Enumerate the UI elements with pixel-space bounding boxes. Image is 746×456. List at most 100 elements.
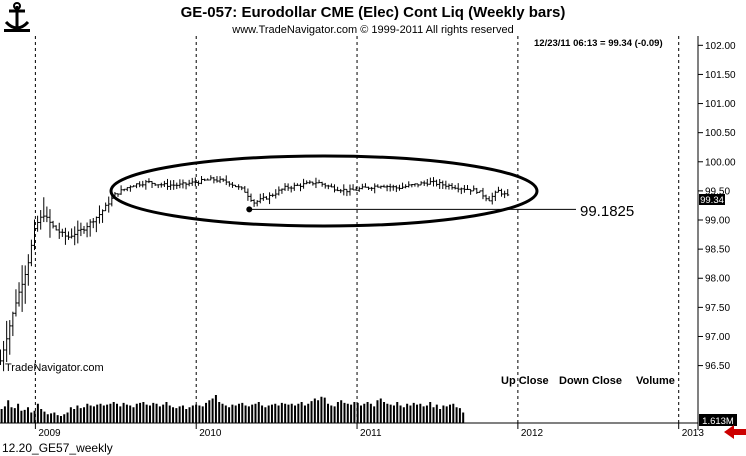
volume-bar <box>172 407 175 423</box>
volume-bar <box>26 407 29 423</box>
price-bar <box>2 340 6 372</box>
volume-bar <box>205 402 208 423</box>
price-bar <box>26 254 30 286</box>
volume-bar <box>320 396 323 423</box>
y-axis: 96.50 97.00 97.50 98.00 98.50 99.00 99.50 100.0… <box>698 41 736 372</box>
volume-bar <box>284 403 287 423</box>
price-bar <box>73 226 77 246</box>
price-bar <box>336 186 340 192</box>
volume-bar <box>116 403 119 423</box>
volume-bar <box>79 408 82 423</box>
price-bar <box>438 178 442 189</box>
price-bar <box>20 265 24 312</box>
price-bar <box>138 181 142 188</box>
price-bar <box>422 180 426 186</box>
price-bar <box>271 193 275 198</box>
price-bar <box>150 181 154 189</box>
volume-bar <box>462 412 465 423</box>
price-bar <box>234 184 238 188</box>
volume-bar <box>0 409 3 423</box>
price-bar <box>407 181 411 188</box>
price-bar <box>431 177 435 187</box>
price-bar <box>221 178 225 182</box>
volume-bar <box>369 403 372 423</box>
price-bar <box>153 182 157 186</box>
volume-bar <box>106 404 109 423</box>
volume-bar <box>287 404 290 423</box>
price-bar <box>42 197 46 223</box>
volume-bar <box>152 402 155 423</box>
volume-bar <box>449 404 452 423</box>
volume-bar <box>244 405 247 423</box>
price-bar <box>450 183 454 190</box>
price-bar <box>230 182 234 188</box>
volume-bar <box>46 414 49 423</box>
volume-bar <box>386 403 389 423</box>
volume-bar <box>330 405 333 423</box>
volume-bar <box>102 405 105 423</box>
y-tick-label: 102.00 <box>705 41 736 52</box>
volume-bar <box>422 406 425 423</box>
price-bar <box>363 183 367 188</box>
volume-bar <box>162 404 165 423</box>
volume-bar <box>317 400 320 423</box>
price-bar <box>459 187 463 195</box>
price-bars <box>0 175 510 372</box>
volume-bar <box>23 409 26 423</box>
price-bar <box>252 199 256 207</box>
price-bar <box>101 209 105 223</box>
price-bar <box>255 200 259 207</box>
price-bar <box>323 182 327 189</box>
price-bar <box>162 180 166 188</box>
price-bar <box>317 179 321 184</box>
price-bar <box>67 231 71 240</box>
volume-bar <box>439 409 442 423</box>
volume-bar <box>307 403 310 423</box>
x-tick-label: 2010 <box>199 428 222 439</box>
volume-bar <box>228 407 231 423</box>
volume-bar <box>145 404 148 423</box>
price-bar <box>493 190 497 202</box>
price-bar <box>159 182 163 188</box>
volume-bar <box>363 403 366 423</box>
price-bar <box>60 228 64 237</box>
volume-bar <box>303 405 306 423</box>
price-bar <box>76 220 80 244</box>
price-bar <box>97 205 101 224</box>
price-bar <box>376 184 380 188</box>
volume-bar <box>406 403 409 423</box>
price-bar <box>382 184 386 188</box>
price-bar <box>441 180 445 190</box>
price-bar <box>249 193 253 202</box>
price-bar <box>357 186 361 192</box>
volume-bar <box>214 395 217 423</box>
volume-bar <box>270 404 273 423</box>
volume-bar <box>323 397 326 423</box>
volume-bar <box>198 405 201 423</box>
volume-bar <box>237 403 240 423</box>
price-bar <box>29 239 33 267</box>
volume-bar <box>211 398 214 423</box>
price-bar <box>63 227 67 245</box>
quote-readout: 12/23/11 06:13 = 99.34 (-0.09) <box>534 38 663 49</box>
price-bar <box>466 184 470 190</box>
price-bar <box>91 217 95 229</box>
volume-bar <box>425 405 428 423</box>
price-bar <box>487 196 491 202</box>
price-bar <box>475 187 479 194</box>
price-bar <box>348 184 352 196</box>
x-tick-label: 2012 <box>521 428 544 439</box>
volume-bar <box>69 407 72 423</box>
price-bar <box>469 188 473 195</box>
price-bar <box>506 189 510 197</box>
volume-bar <box>191 405 194 423</box>
price-bar <box>481 187 485 200</box>
price-bar <box>342 184 346 196</box>
volume-bar <box>254 403 257 423</box>
volume-bar <box>56 415 59 423</box>
price-bar <box>135 183 139 189</box>
volume-bar <box>178 406 181 423</box>
price-bar <box>401 182 405 190</box>
copyright-text: www.TradeNavigator.com © 1999-2011 All r… <box>231 24 513 36</box>
